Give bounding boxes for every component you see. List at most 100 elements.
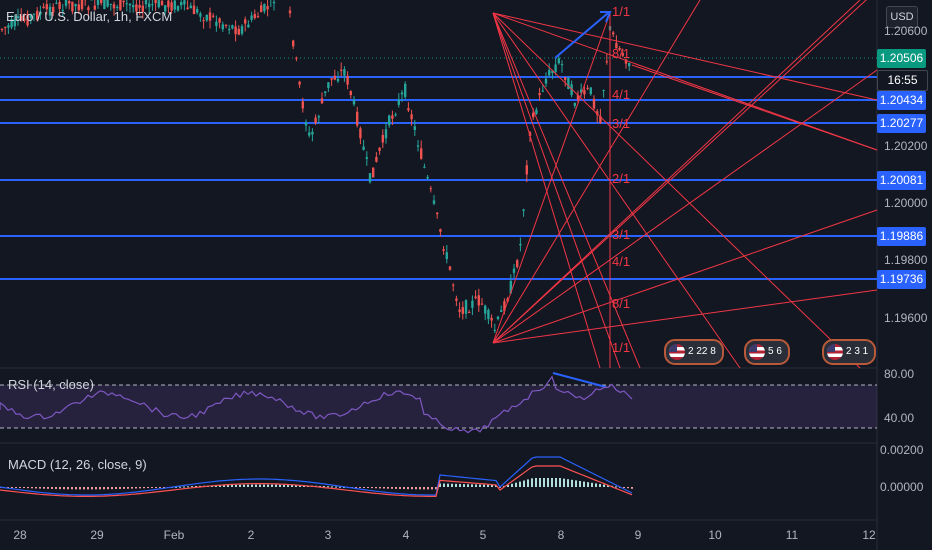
candle-body [618, 48, 621, 50]
macd-histogram-bar [103, 487, 105, 490]
candle-body [592, 98, 596, 109]
candle-body [109, 3, 112, 5]
currency-button[interactable]: USD [886, 6, 918, 28]
hline-price-box: 1.19736 [877, 270, 926, 289]
macd-histogram-bar [287, 484, 289, 487]
gann-fan-line [492, 12, 861, 369]
candle-body [247, 24, 250, 28]
macd-histogram-bar [163, 487, 165, 488]
price-tick: 1.20200 [884, 139, 928, 153]
macd-histogram-bar [627, 487, 629, 489]
candle-body [461, 307, 464, 314]
candle-body [58, 1, 61, 9]
macd-histogram-bar [379, 487, 381, 489]
time-tick: 11 [785, 528, 799, 542]
candle-body [471, 300, 474, 308]
macd-histogram-bar [331, 486, 333, 488]
economic-event-badge[interactable]: 2 3 1 [822, 339, 877, 365]
macd-histogram-bar [339, 486, 341, 488]
macd-histogram-bar [487, 484, 489, 487]
macd-histogram-bar [19, 487, 21, 488]
candle-body [167, 0, 170, 8]
gann-fan-label: 8/1 [612, 296, 631, 311]
candle-body [20, 15, 23, 21]
economic-event-badge[interactable]: 2 22 8 [664, 339, 724, 365]
candle-body [436, 212, 439, 215]
macd-histogram-bar [139, 487, 141, 489]
candle-body [349, 91, 352, 96]
gann-fan-line [492, 12, 878, 151]
candle-body [423, 166, 426, 168]
event-count: 2 3 1 [846, 346, 869, 357]
rsi-label[interactable]: RSI (14, close) [8, 377, 94, 392]
candle-body [199, 13, 202, 17]
candle-body [320, 98, 324, 104]
macd-histogram-bar [263, 484, 265, 487]
macd-histogram-bar [11, 487, 13, 488]
candle-body [231, 25, 234, 29]
candle-body [333, 75, 336, 80]
macd-histogram-bar [267, 484, 269, 487]
candle-body [484, 305, 487, 314]
candle-body [119, 0, 122, 11]
macd-histogram-bar [187, 486, 189, 488]
macd-histogram-bar [539, 478, 541, 487]
economic-event-badge[interactable]: 5 6 [744, 339, 790, 365]
candle-body [266, 6, 269, 10]
macd-histogram-bar [427, 487, 429, 490]
trend-arrow [554, 12, 609, 59]
candle-body [352, 100, 356, 105]
candle-body [237, 28, 240, 35]
candle-body [343, 69, 346, 76]
macd-label[interactable]: MACD (12, 26, close, 9) [8, 457, 147, 472]
candle-body [336, 78, 340, 82]
macd-histogram-bar [443, 483, 445, 487]
candle-body [128, 3, 132, 6]
candle-body [624, 59, 628, 64]
macd-histogram-bar [39, 487, 41, 489]
macd-histogram-bar [423, 487, 425, 490]
time-tick: 9 [634, 528, 642, 542]
candle-body [416, 145, 420, 147]
candle-body [372, 167, 375, 178]
candle-body [55, 2, 58, 4]
macd-histogram-bar [175, 486, 177, 488]
candle-body [135, 4, 138, 12]
macd-histogram-bar [243, 484, 245, 487]
hline-price-box: 1.20434 [877, 91, 926, 110]
gann-fan-label: 1/1 [612, 340, 631, 355]
candle-body [458, 309, 461, 312]
candle-body [324, 91, 327, 93]
macd-histogram-bar [51, 487, 53, 489]
time-tick: 28 [13, 528, 27, 542]
symbol-title[interactable]: Euro / U.S. Dollar, 1h, FXCM [6, 9, 173, 24]
candle-body [205, 14, 208, 21]
macd-histogram-bar [459, 484, 461, 487]
macd-histogram-bar [623, 487, 625, 488]
candle-body [410, 114, 413, 120]
us-flag-icon [669, 344, 685, 360]
macd-histogram-bar [235, 484, 237, 487]
candle-body [295, 57, 298, 59]
candle-body [36, 10, 39, 20]
candle-body [256, 16, 260, 18]
macd-histogram-bar [587, 482, 589, 487]
macd-histogram-bar [463, 484, 465, 487]
macd-histogram-bar [95, 487, 97, 490]
macd-histogram-bar [31, 487, 33, 489]
macd-histogram-bar [23, 487, 25, 489]
candle-body [106, 0, 109, 7]
candle-body [100, 0, 103, 3]
candle-body [480, 303, 484, 305]
candle-body [583, 90, 586, 95]
candle-body [400, 92, 404, 95]
candle-body [362, 146, 365, 150]
candle-body [567, 77, 570, 90]
candle-body [80, 0, 84, 10]
candle-body [292, 40, 295, 47]
candle-body [356, 111, 359, 126]
candle-body [327, 82, 330, 88]
candle-body [64, 0, 68, 6]
macd-histogram-bar [479, 484, 481, 487]
